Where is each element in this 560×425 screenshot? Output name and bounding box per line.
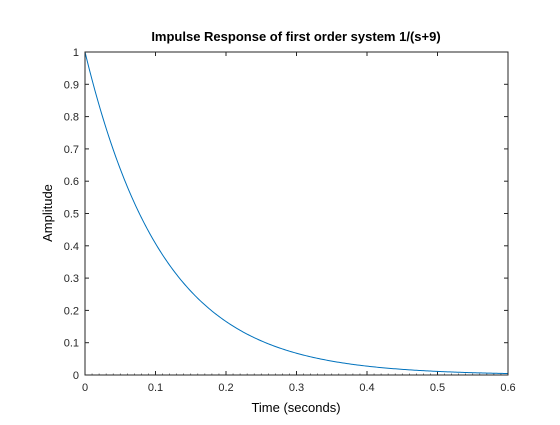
x-tick-label: 0.6 (500, 382, 515, 394)
plot-area (85, 52, 508, 375)
x-tick-label: 0.1 (148, 382, 163, 394)
x-tick-label: 0.4 (359, 382, 374, 394)
y-axis-title: Amplitude (40, 184, 55, 242)
y-tick-label: 0.8 (64, 112, 79, 124)
chart-title: Impulse Response of first order system 1… (151, 29, 440, 44)
x-tick-label: 0.3 (289, 382, 304, 394)
y-tick-label: 0.6 (64, 176, 79, 188)
y-tick-label: 0.5 (64, 209, 79, 221)
y-tick-label: 0.4 (64, 241, 79, 253)
y-tick-label: 0.2 (64, 305, 79, 317)
x-tick-label: 0.5 (430, 382, 445, 394)
y-tick-label: 0.7 (64, 144, 79, 156)
y-tick-label: 0 (73, 370, 79, 382)
y-tick-label: 0.9 (64, 79, 79, 91)
x-axis-title: Time (seconds) (251, 400, 340, 415)
y-tick-label: 0.3 (64, 273, 79, 285)
y-tick-label: 1 (73, 47, 79, 59)
x-tick-label: 0 (82, 382, 88, 394)
y-tick-label: 0.1 (64, 338, 79, 350)
x-tick-label: 0.2 (218, 382, 233, 394)
